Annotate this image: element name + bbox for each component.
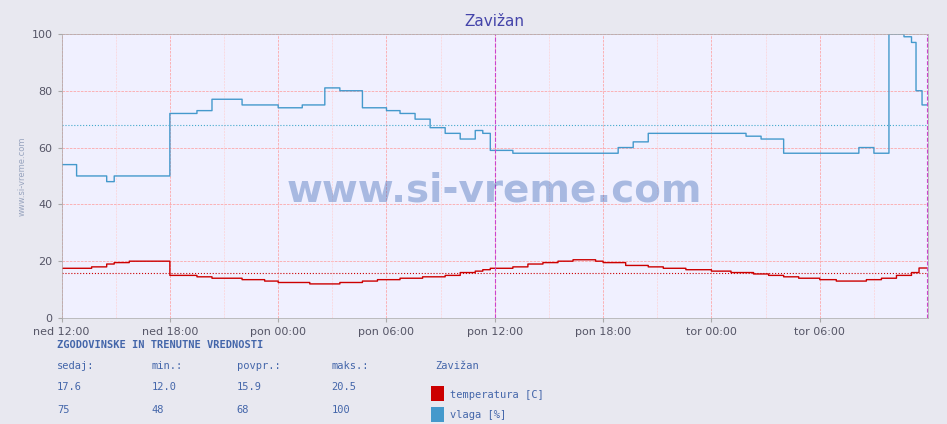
Text: povpr.:: povpr.: [237, 361, 280, 371]
Text: Zavižan: Zavižan [436, 361, 479, 371]
Text: www.si-vreme.com: www.si-vreme.com [18, 136, 27, 216]
Text: temperatura [C]: temperatura [C] [450, 390, 544, 400]
Text: www.si-vreme.com: www.si-vreme.com [287, 171, 703, 209]
Text: maks.:: maks.: [331, 361, 369, 371]
Text: 20.5: 20.5 [331, 382, 356, 392]
Text: 17.6: 17.6 [57, 382, 81, 392]
Text: 68: 68 [237, 405, 249, 416]
Text: 12.0: 12.0 [152, 382, 176, 392]
Text: sedaj:: sedaj: [57, 361, 95, 371]
Text: 100: 100 [331, 405, 350, 416]
Text: vlaga [%]: vlaga [%] [450, 410, 506, 420]
Text: 75: 75 [57, 405, 69, 416]
Text: min.:: min.: [152, 361, 183, 371]
Title: Zavižan: Zavižan [465, 14, 525, 28]
Text: 48: 48 [152, 405, 164, 416]
Text: ZGODOVINSKE IN TRENUTNE VREDNOSTI: ZGODOVINSKE IN TRENUTNE VREDNOSTI [57, 340, 263, 350]
Text: 15.9: 15.9 [237, 382, 261, 392]
